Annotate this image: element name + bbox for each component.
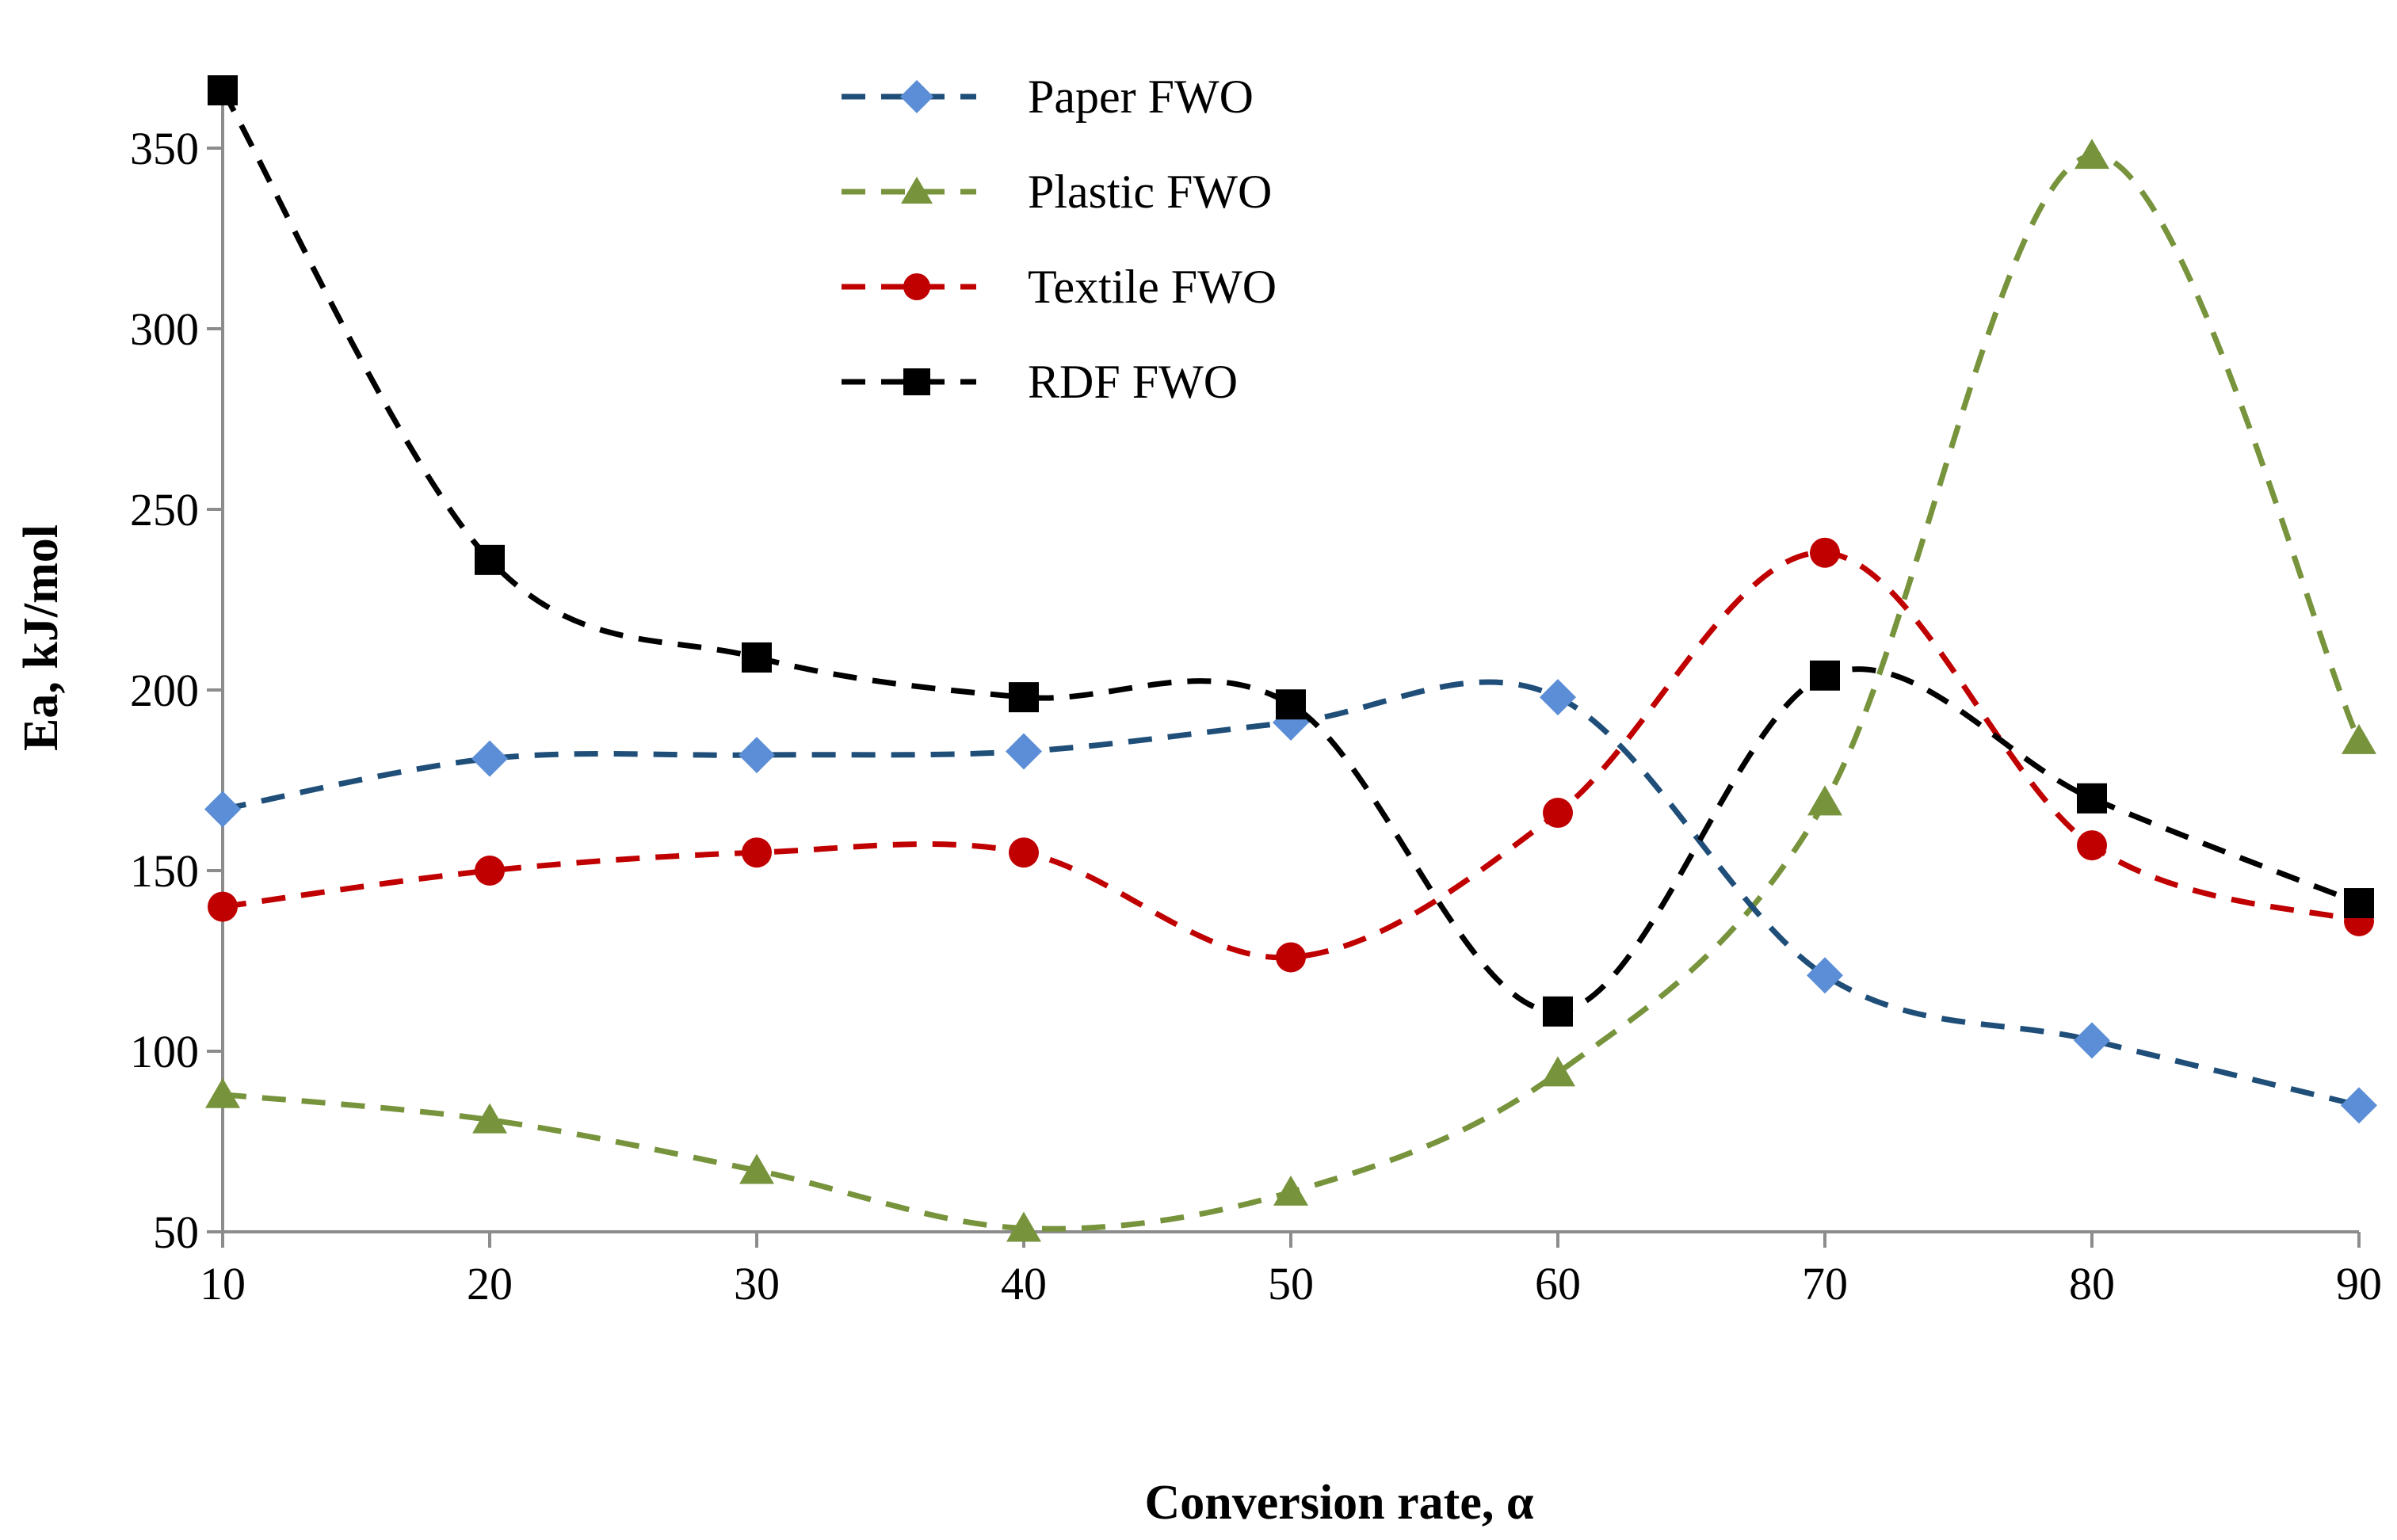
axes (221, 87, 2359, 1233)
data-point (1273, 1175, 1308, 1206)
legend-label: Plastic FWO (1028, 166, 1272, 218)
x-tick-label: 60 (1535, 1258, 1581, 1309)
legend-label: Paper FWO (1028, 71, 1254, 123)
data-point (742, 642, 772, 673)
data-point (1810, 660, 1840, 691)
legend-marker (903, 273, 930, 300)
data-point (475, 544, 505, 575)
data-point (205, 1077, 240, 1108)
y-tick-label: 200 (130, 665, 199, 716)
x-tick-label: 20 (467, 1258, 513, 1309)
data-point (1006, 1211, 1041, 1242)
data-point (2074, 1022, 2110, 1059)
x-axis-title: Conversion rate, α (1145, 1476, 1534, 1530)
data-point (742, 837, 772, 868)
y-axis-title: Ea, kJ/mol (14, 524, 68, 751)
data-point (1543, 798, 1573, 829)
legend-item: Paper FWO (842, 71, 1254, 123)
series (204, 75, 2377, 1242)
y-tick-label: 350 (130, 123, 199, 174)
data-point (208, 891, 238, 922)
data-point (739, 1153, 774, 1184)
series-plastic-fwo (205, 139, 2376, 1242)
data-point (1540, 1056, 1575, 1087)
series-paper-fwo (204, 679, 2377, 1124)
legend-marker (903, 368, 930, 395)
data-point (2074, 139, 2109, 170)
data-point (1276, 942, 1306, 973)
data-point (1006, 733, 1042, 770)
data-point (2344, 888, 2374, 919)
data-point (2342, 723, 2376, 754)
data-point (471, 740, 508, 777)
series-line (219, 89, 2361, 1015)
ticks: 50 100 150 200 250 300 350 10 20 30 40 50 60 70 80 90 (130, 123, 2382, 1309)
data-point (2077, 783, 2107, 814)
x-tick-label: 40 (1001, 1258, 1047, 1309)
legend-label: Textile FWO (1028, 261, 1277, 313)
legend-marker (901, 177, 933, 204)
data-point (1807, 957, 1843, 994)
data-point (475, 856, 505, 886)
legend-item: Textile FWO (842, 261, 1277, 313)
legend-marker (900, 80, 933, 113)
data-point (2077, 830, 2107, 861)
legend-label: RDF FWO (1028, 356, 1238, 408)
data-point (1276, 689, 1306, 720)
series-rdf-fwo (208, 75, 2374, 1027)
data-point (2341, 1087, 2377, 1124)
data-point (204, 791, 241, 828)
x-tick-label: 10 (200, 1258, 246, 1309)
data-point (472, 1103, 507, 1134)
y-tick-label: 300 (130, 303, 199, 355)
y-tick-label: 250 (130, 484, 199, 536)
data-point (1009, 837, 1039, 868)
data-point (1807, 785, 1842, 816)
data-point (1009, 682, 1039, 713)
data-point (739, 737, 775, 774)
y-tick-label: 150 (130, 845, 199, 897)
series-textile-fwo (208, 537, 2374, 973)
y-tick-label: 100 (130, 1026, 199, 1077)
data-point (1810, 537, 1840, 568)
series-line (222, 550, 2360, 961)
legend-item: RDF FWO (842, 356, 1238, 408)
x-tick-label: 90 (2336, 1258, 2382, 1309)
data-point (208, 75, 238, 106)
data-point (1543, 996, 1573, 1027)
series-line (222, 679, 2360, 1108)
legend: Paper FWO Plastic FWO Textile FWO RDF FWO (842, 71, 1277, 408)
x-tick-label: 70 (1802, 1258, 1848, 1309)
data-point (1540, 679, 1576, 716)
x-tick-label: 80 (2069, 1258, 2115, 1309)
x-tick-label: 30 (734, 1258, 780, 1309)
y-tick-label: 50 (153, 1206, 199, 1258)
x-tick-label: 50 (1268, 1258, 1314, 1309)
legend-item: Plastic FWO (842, 166, 1272, 218)
